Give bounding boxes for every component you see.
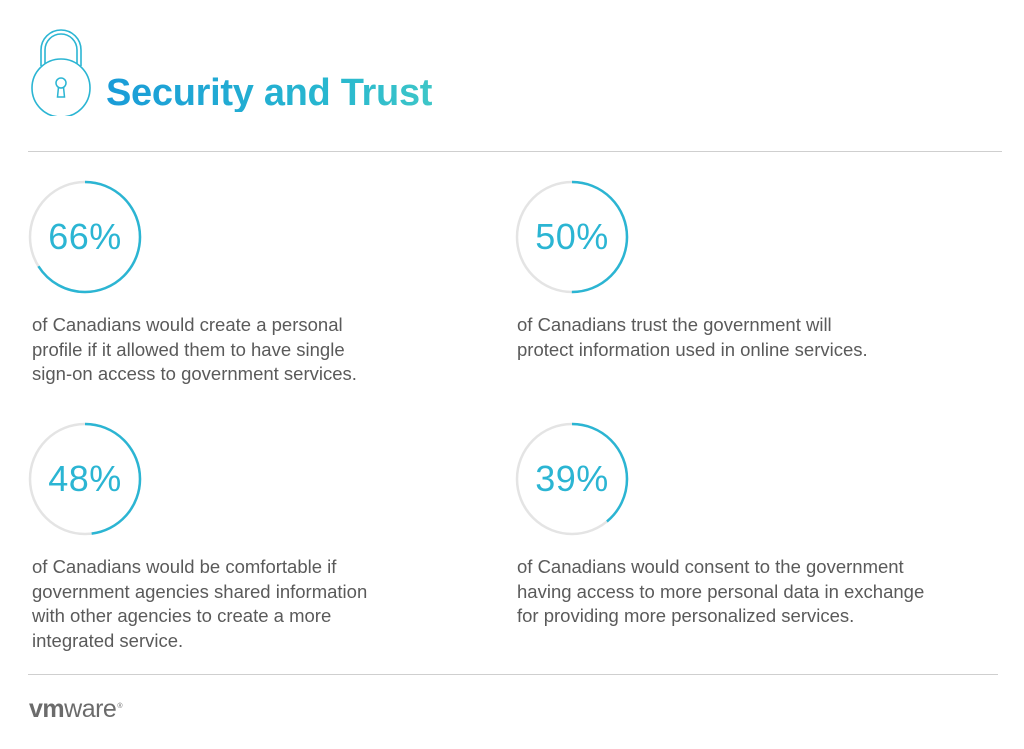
percent-value: 50% xyxy=(535,216,609,257)
vmware-logo: vmware® xyxy=(29,695,122,723)
stat-description: of Canadians would create a personal pro… xyxy=(32,314,357,384)
lock-icon xyxy=(26,24,96,118)
percent-value: 39% xyxy=(535,458,609,499)
bottom-divider xyxy=(28,674,998,675)
progress-ring xyxy=(27,179,143,295)
percent-value: 48% xyxy=(48,458,122,499)
stat-description: of Canadians would be comfortable if gov… xyxy=(32,556,368,651)
progress-ring xyxy=(27,421,143,537)
top-divider xyxy=(28,151,1002,152)
progress-ring xyxy=(514,421,630,537)
progress-ring xyxy=(514,179,630,295)
stat-description: of Canadians would consent to the govern… xyxy=(517,556,925,626)
percent-value: 66% xyxy=(48,216,122,257)
stat-description: of Canadians trust the government will p… xyxy=(517,314,868,360)
page-title: Security and Trust xyxy=(106,72,433,114)
